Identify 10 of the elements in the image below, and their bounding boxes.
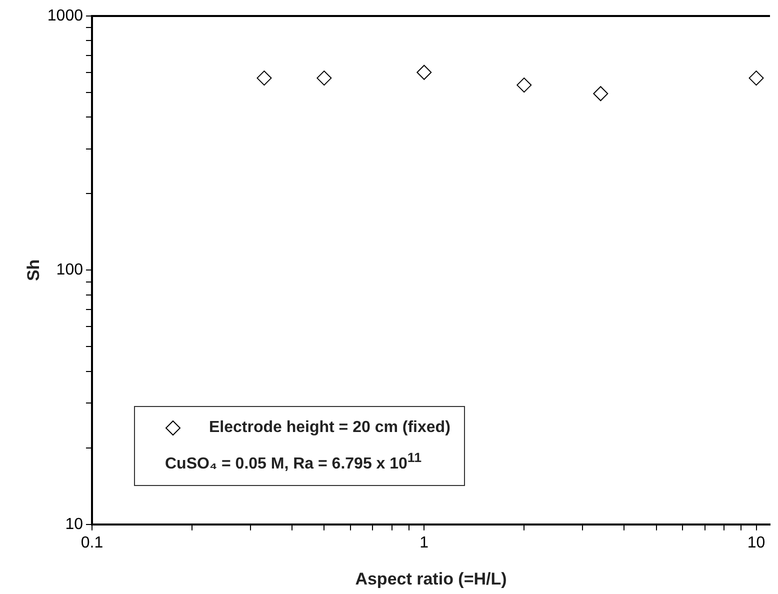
x-axis-title: Aspect ratio (=H/L) bbox=[355, 569, 507, 588]
annotation: CuSO₄ = 0.05 M, Ra = 6.795 x 10$^{11}$ bbox=[165, 449, 423, 474]
x-tick-label: 1 bbox=[420, 534, 429, 552]
y-tick-label: 100 bbox=[56, 262, 84, 279]
y-tick-label: 1000 bbox=[47, 7, 84, 24]
x-tick-label: 0.1 bbox=[80, 534, 104, 552]
x-tick-label: 10 bbox=[747, 534, 766, 552]
y-axis-title: Sh bbox=[24, 259, 43, 282]
legend-label: Electrode height = 20 cm (fixed) bbox=[208, 419, 450, 436]
y-tick-label: 10 bbox=[65, 516, 84, 533]
